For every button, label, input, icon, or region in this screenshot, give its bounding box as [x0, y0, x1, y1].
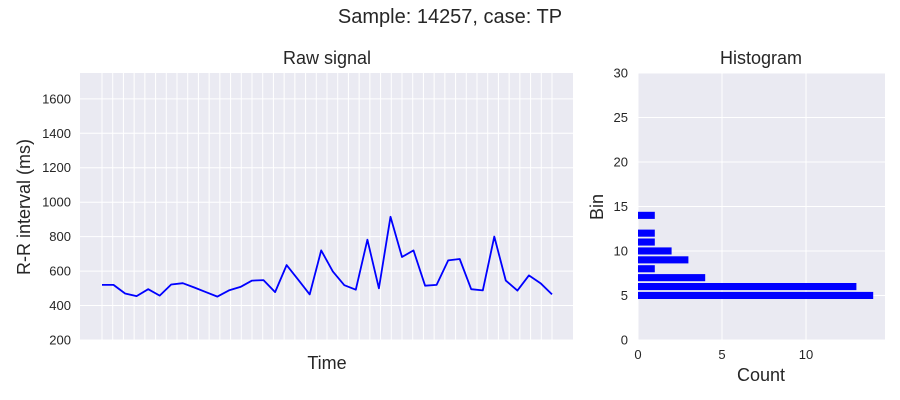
y-tick-label: 20	[614, 155, 628, 170]
y-tick-label: 200	[49, 333, 71, 348]
raw-signal-title: Raw signal	[283, 48, 371, 68]
histogram-bar	[638, 291, 874, 299]
y-tick-label: 0	[621, 333, 628, 348]
rr-interval-line	[102, 215, 553, 298]
x-tick-label: 5	[718, 347, 725, 362]
y-tick-label: 1000	[42, 195, 71, 210]
histogram-x-label: Count	[737, 365, 785, 385]
raw-signal-y-tick-labels: 200 400 600 800 1000 1200 1400 1600	[42, 91, 71, 347]
histogram-bar	[638, 247, 672, 255]
raw-signal-y-label: R-R interval (ms)	[14, 139, 34, 275]
figure-title: Sample: 14257, case: TP	[338, 6, 562, 28]
histogram-bar	[638, 274, 706, 282]
histogram-bars	[638, 211, 874, 299]
y-tick-label: 10	[614, 244, 628, 259]
y-tick-label: 1400	[42, 126, 71, 141]
histogram-bar	[638, 256, 689, 264]
histogram-bar	[638, 238, 655, 246]
histogram-tick-labels: 0 5 10 15 20 25 30 0 5 10	[614, 66, 814, 363]
y-tick-label: 5	[621, 288, 628, 303]
histogram-bar	[638, 211, 655, 219]
raw-signal-x-label: Time	[307, 353, 346, 373]
y-tick-label: 25	[614, 110, 628, 125]
y-tick-label: 600	[49, 264, 71, 279]
histogram-y-label: Bin	[587, 194, 607, 220]
y-tick-label: 1200	[42, 160, 71, 175]
x-tick-label: 0	[634, 347, 641, 362]
histogram-title: Histogram	[720, 48, 802, 68]
histogram-bar	[638, 265, 655, 273]
y-tick-label: 400	[49, 298, 71, 313]
histogram-bar	[638, 283, 857, 291]
y-tick-label: 800	[49, 229, 71, 244]
x-tick-label: 10	[799, 347, 813, 362]
y-tick-label: 30	[614, 66, 628, 81]
y-tick-label: 1600	[42, 91, 71, 106]
histogram-bar	[638, 229, 655, 237]
y-tick-label: 15	[614, 199, 628, 214]
histogram-panel: 0 5 10 15 20 25 30 0 5 10 Histogram Count Bin	[587, 48, 885, 385]
